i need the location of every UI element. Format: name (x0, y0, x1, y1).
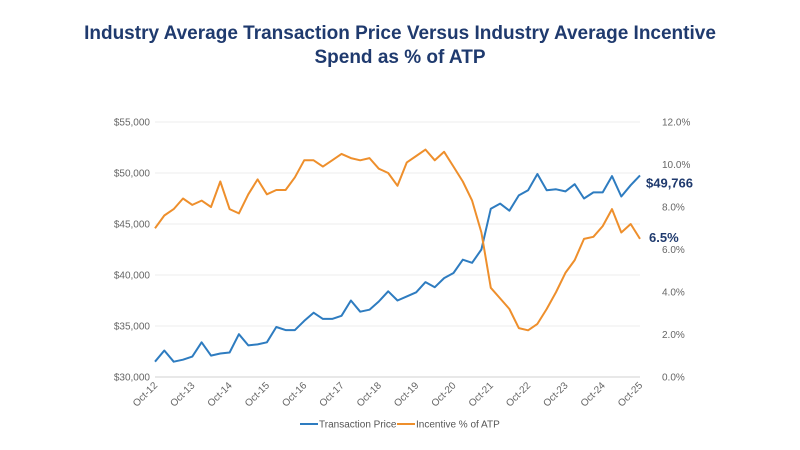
x-tick-label: Oct-14 (206, 380, 235, 409)
x-tick-label: Oct-20 (430, 380, 459, 409)
x-tick-label: Oct-24 (579, 380, 608, 409)
end-label-incentive-pct: 6.5% (649, 230, 679, 245)
y-left-tick-label: $30,000 (114, 373, 151, 384)
y-right-tick-label: 10.0% (662, 160, 690, 171)
x-tick-label: Oct-23 (542, 380, 571, 409)
y-right-tick-label: 12.0% (662, 118, 690, 129)
y-right-tick-label: 8.0% (662, 203, 685, 214)
x-tick-label: Oct-12 (131, 380, 160, 409)
y-left-tick-label: $45,000 (114, 220, 151, 231)
y-left-tick-label: $35,000 (114, 322, 151, 333)
x-tick-label: Oct-16 (280, 380, 309, 409)
y-left-tick-label: $55,000 (114, 118, 151, 129)
chart-title: Industry Average Transaction Price Versu… (0, 22, 800, 70)
y-left-tick-label: $40,000 (114, 271, 151, 282)
y-right-tick-label: 0.0% (662, 373, 685, 384)
x-tick-label: Oct-17 (318, 380, 347, 409)
x-tick-label: Oct-21 (467, 380, 496, 409)
x-tick-label: Oct-15 (243, 380, 272, 409)
x-tick-label: Oct-25 (616, 380, 645, 409)
series-line-transaction-price (154, 173, 641, 363)
x-tick-label: Oct-18 (355, 380, 384, 409)
series-line-incentive-pct (154, 148, 641, 332)
x-tick-label: Oct-19 (392, 380, 421, 409)
legend-label-incentive-pct: Incentive % of ATP (416, 420, 500, 431)
chart-title-line-1: Industry Average Transaction Price Versu… (84, 23, 716, 44)
x-tick-label: Oct-22 (504, 380, 533, 409)
y-right-tick-label: 4.0% (662, 288, 685, 299)
y-left-tick-label: $50,000 (114, 169, 151, 180)
end-label-transaction-price: $49,766 (646, 175, 693, 190)
x-tick-label: Oct-13 (168, 380, 197, 409)
chart-title-line-2: Spend as % of ATP (314, 47, 486, 68)
y-right-tick-label: 2.0% (662, 330, 685, 341)
legend-label-transaction-price: Transaction Price (319, 420, 397, 431)
y-right-tick-label: 6.0% (662, 245, 685, 256)
